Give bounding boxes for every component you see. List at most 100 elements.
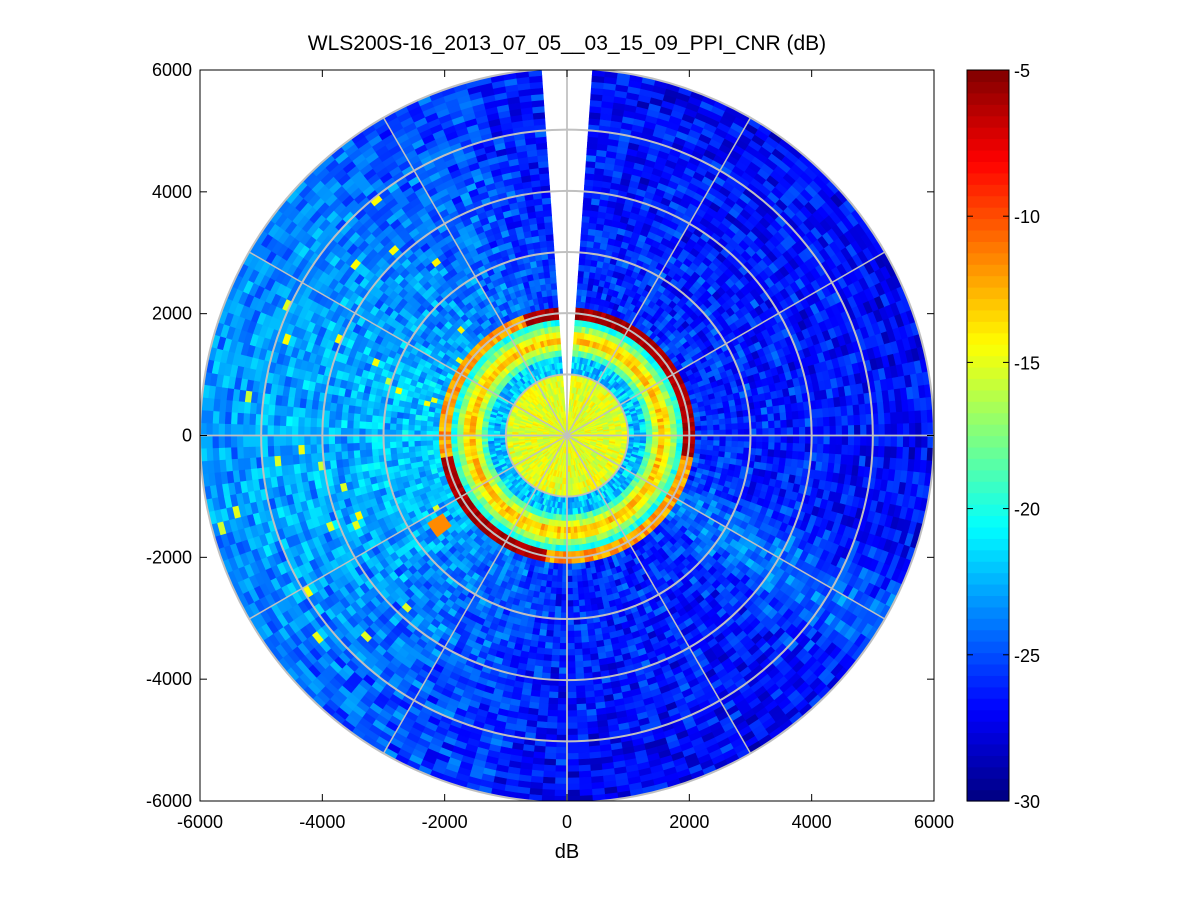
field-cell [556, 575, 563, 583]
field-cell [432, 439, 440, 446]
field-cell [549, 270, 557, 278]
field-cell [556, 581, 563, 589]
field-cell [450, 439, 458, 444]
field-cell [566, 600, 574, 608]
field-cell [456, 438, 464, 444]
field-cell [577, 270, 585, 278]
field-cell [401, 423, 409, 431]
plot-area: -6000 -4000 -2000 0 2000 4000 6000 -6000-4000-… [146, 60, 954, 832]
field-cell [658, 428, 666, 433]
field-cell [426, 444, 434, 451]
field-cell [569, 514, 574, 522]
field-cell [543, 270, 551, 279]
field-cell [550, 587, 557, 595]
field-cell [401, 417, 410, 425]
field-cell [395, 440, 403, 448]
field-cell [569, 520, 574, 528]
field-cell [407, 435, 415, 442]
field-cell [396, 452, 404, 460]
field-cell [426, 439, 434, 446]
field-cell [395, 446, 404, 454]
field-cell [414, 445, 422, 452]
field-cell [566, 575, 573, 583]
field-cell [401, 429, 409, 436]
field-cell [554, 599, 562, 607]
field-cell [557, 349, 562, 357]
field-cell [419, 430, 427, 436]
field-cell [420, 449, 429, 457]
field-cell [572, 587, 579, 595]
field-cell [408, 451, 416, 458]
field-cell [555, 587, 562, 595]
field-cell [577, 276, 584, 284]
field-cell [395, 429, 403, 436]
field-cell [731, 435, 739, 442]
field-cell [566, 594, 574, 601]
field-cell [570, 538, 576, 546]
field-cell [555, 593, 562, 601]
field-cell [730, 446, 739, 454]
field-cell [395, 417, 404, 425]
field-cell [550, 276, 557, 284]
field-cell [545, 283, 552, 291]
field-cell [413, 440, 421, 447]
polar-field [200, 70, 934, 801]
field-cell [713, 435, 721, 442]
field-cell [712, 413, 720, 421]
field-cell [731, 440, 739, 448]
field-cell [562, 398, 566, 406]
field-cell [544, 277, 552, 285]
field-cell [713, 424, 721, 431]
field-cell [414, 419, 422, 426]
field-cell [571, 581, 578, 589]
field-cell [700, 439, 708, 446]
field-cell [549, 593, 557, 601]
field-cell [566, 588, 573, 595]
field-cell [548, 264, 556, 272]
field-cell [694, 439, 702, 446]
field-cell [560, 600, 568, 608]
field-cell [718, 445, 726, 453]
field-cell [432, 444, 440, 450]
field-cell [571, 563, 577, 571]
field-cell [718, 413, 726, 420]
field-cell [401, 446, 410, 454]
field-cell [730, 417, 739, 425]
field-cell [408, 418, 416, 426]
field-cell [450, 442, 458, 448]
field-cell [719, 429, 727, 436]
field-cell [546, 289, 553, 297]
field-cell [664, 427, 672, 433]
field-cell [407, 440, 415, 447]
field-cell [554, 319, 560, 327]
field-cell [731, 429, 739, 436]
field-cell [737, 435, 745, 443]
field-cell [676, 427, 684, 432]
field-cell [558, 361, 563, 369]
field-cell [414, 450, 422, 458]
field-cell [724, 446, 733, 454]
field-cell [402, 451, 410, 459]
field-cell [419, 435, 427, 441]
field-cell [700, 425, 708, 432]
field-cell [725, 435, 733, 442]
field-cell [548, 599, 556, 607]
field-cell [569, 526, 575, 534]
field-cell [419, 440, 427, 447]
field-cell [670, 427, 678, 433]
field-cell [468, 438, 476, 443]
field-cell [555, 325, 561, 333]
field-cell [426, 425, 434, 432]
field-cell [552, 300, 559, 309]
field-cell [737, 422, 745, 430]
field-cell [737, 416, 745, 424]
field-cell [557, 563, 563, 571]
field-cell [737, 441, 745, 449]
field-cell [395, 423, 403, 431]
field-cell [561, 588, 568, 595]
field-cell [725, 440, 733, 448]
field-cell [736, 453, 744, 461]
field-cell [420, 444, 428, 452]
field-cell [570, 532, 575, 540]
